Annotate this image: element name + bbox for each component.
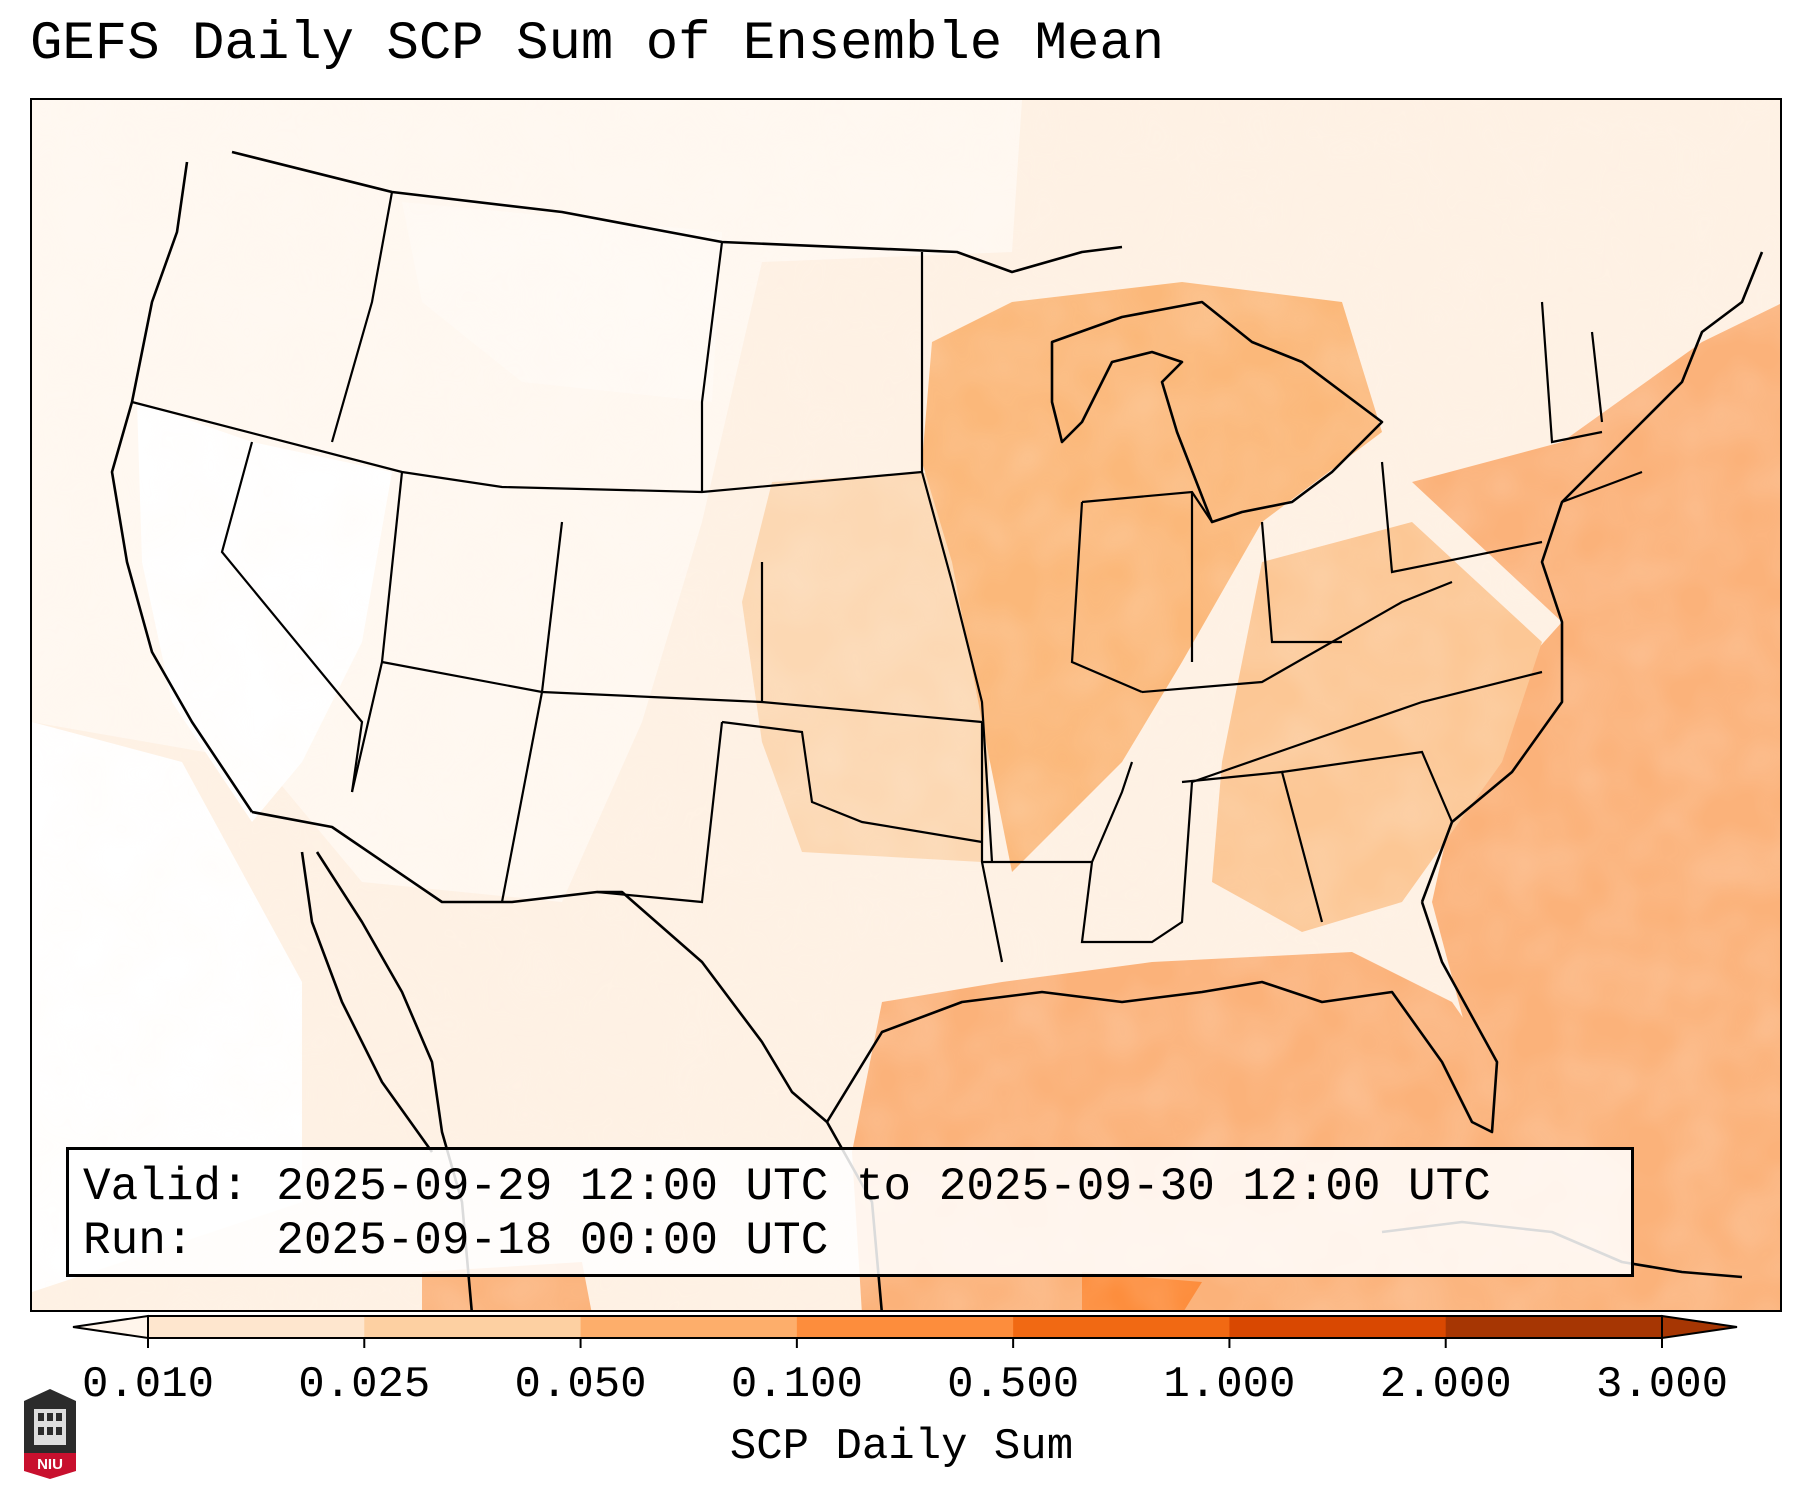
colorbar-tick-label: 0.050 — [514, 1360, 647, 1410]
state-line — [1540, 301, 1603, 444]
state-line — [1260, 521, 1342, 644]
state-line — [131, 400, 923, 494]
state-line — [330, 191, 394, 443]
colorbar-segment — [364, 1316, 582, 1338]
colorbar-segment — [796, 1316, 1014, 1338]
state-line — [1380, 461, 1543, 574]
scp-map — [32, 100, 1780, 1310]
colorbar-segment — [1445, 1316, 1663, 1338]
state-line — [1080, 781, 1194, 944]
state-line — [500, 691, 544, 903]
baja-peninsula — [300, 851, 434, 1153]
state-line — [1141, 580, 1453, 694]
colorbar-label: SCP Daily Sum — [729, 1422, 1074, 1472]
niu-logo-text: NIU — [37, 1456, 63, 1473]
niu-logo: NIU — [24, 1389, 76, 1479]
colorbar-tick-label: 2.000 — [1379, 1360, 1512, 1410]
colorbar-tick-label: 0.025 — [298, 1360, 431, 1410]
us-mexico-border — [251, 810, 828, 1123]
texture-overlay — [32, 100, 1780, 1310]
colorbar-segment — [148, 1316, 365, 1338]
state-line — [1590, 331, 1604, 423]
gulf-coast — [825, 901, 1499, 1134]
state-lines — [131, 191, 1643, 963]
colorbar-tick-label: 0.010 — [81, 1360, 215, 1410]
validity-info-box: Valid: 2025-09-29 12:00 UTC to 2025-09-3… — [66, 1147, 1634, 1277]
canada-border — [231, 150, 1123, 274]
state-line — [1070, 501, 1143, 694]
state-line — [700, 241, 724, 492]
colorbar-segment — [580, 1316, 798, 1338]
state-line — [220, 441, 364, 793]
colorbar-tick-label: 3.000 — [1595, 1360, 1729, 1410]
colorbar-tick-label: 1.000 — [1163, 1360, 1296, 1410]
colorbar-extend-low — [72, 1314, 149, 1340]
great-lakes — [1050, 300, 1384, 524]
valid-label: Valid: — [83, 1161, 249, 1213]
state-line — [721, 720, 983, 844]
state-line — [1191, 670, 1543, 784]
colorbar-segment — [1013, 1316, 1230, 1338]
colorbar-outline — [147, 1315, 1663, 1339]
valid-time-range: 2025-09-29 12:00 UTC to 2025-09-30 12:00… — [276, 1161, 1491, 1213]
colorbar-tick-label: 0.500 — [947, 1360, 1080, 1410]
us-west-coast — [110, 161, 254, 813]
colorbar-tick-label: 0.100 — [730, 1360, 863, 1410]
map-title: GEFS Daily SCP Sum of Ensemble Mean — [30, 14, 1165, 75]
run-label: Run: — [83, 1215, 194, 1267]
state-line — [381, 660, 983, 724]
state-line — [920, 252, 994, 863]
colorbar-extend-high — [1661, 1314, 1738, 1340]
state-line — [1561, 470, 1643, 504]
state-line — [540, 521, 564, 693]
state-line — [1281, 750, 1454, 823]
map-panel — [30, 98, 1782, 1312]
state-line — [982, 761, 1134, 864]
run-time: 2025-09-18 00:00 UTC — [276, 1215, 829, 1267]
state-line — [596, 721, 724, 904]
colorbar-segment — [1229, 1316, 1447, 1338]
